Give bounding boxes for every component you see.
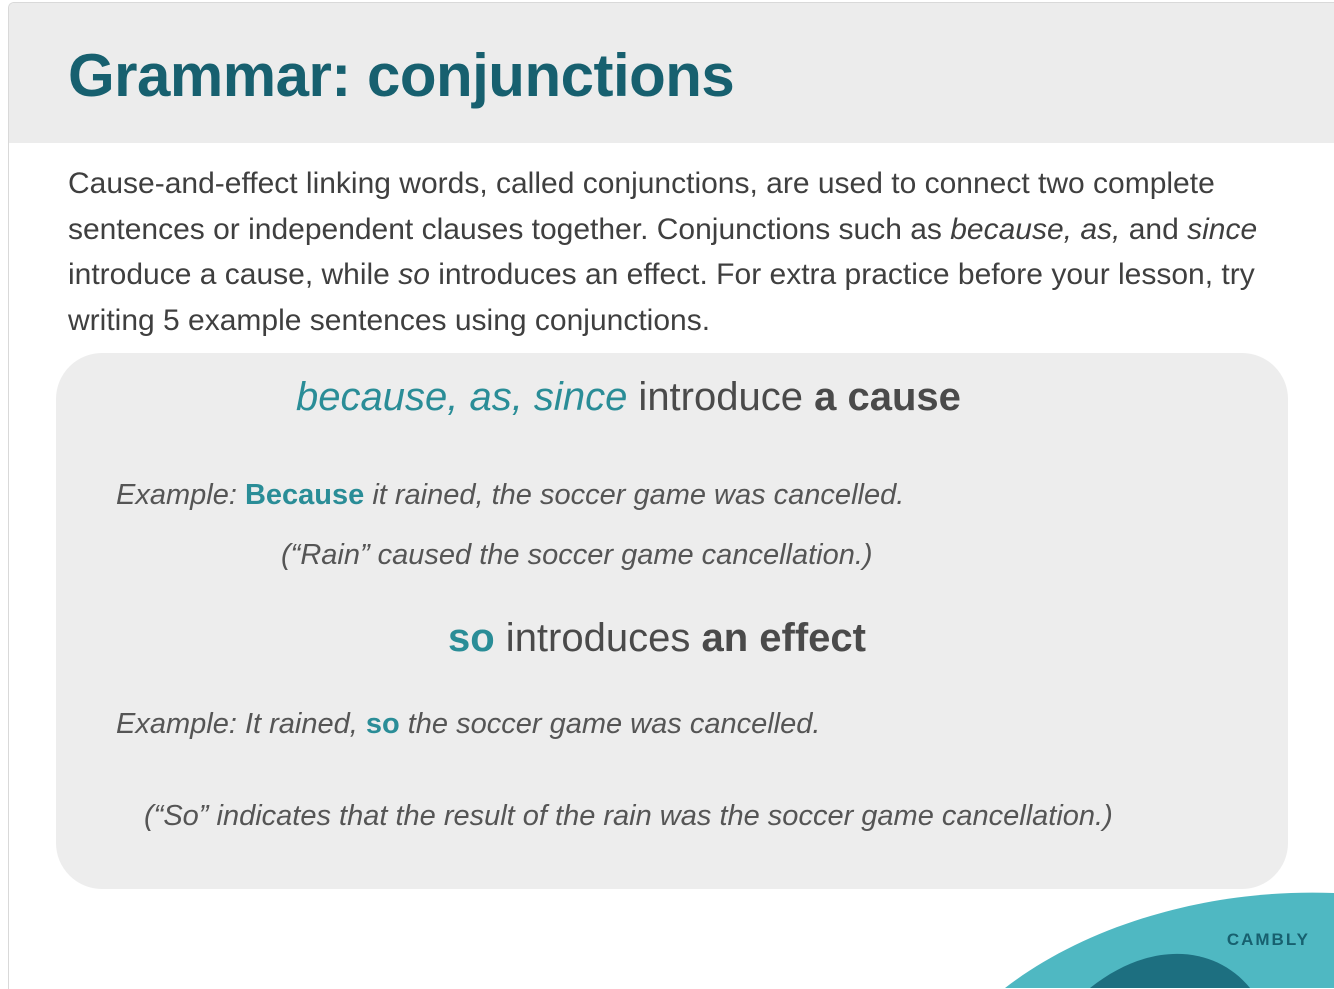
intro-word-so: so [398,258,430,291]
intro-paragraph: Cause-and-effect linking words, called c… [68,161,1298,343]
wave-light-shape [1005,892,1334,988]
cause-keywords: because, as, since [296,375,628,419]
cause-note: (“Rain” caused the soccer game cancellat… [281,539,873,571]
cause-heading: because, as, since introduce a cause [296,375,961,420]
cambly-logo: CAMBLY [1226,930,1310,949]
effect-example: Example: It rained, so the soccer game w… [116,708,820,741]
slide: Grammar: conjunctions Cause-and-effect l… [8,2,1334,989]
example1-keyword: Because [244,479,365,511]
header-band: Grammar: conjunctions [9,3,1334,143]
intro-text-3: introduce a cause, while [68,258,399,291]
intro-word-because-as: because, as, [950,212,1121,246]
intro-text-1: Cause-and-effect linking words, called c… [68,167,1215,246]
example2-rest: the soccer game was cancelled. [399,708,821,740]
cause-heading-middle: introduce [627,375,815,419]
effect-heading: so introduces an effect [448,616,866,661]
example1-prefix: Example: [116,479,245,511]
wave-dark-shape [1090,953,1250,988]
effect-heading-middle: introduces [494,616,702,660]
examples-box: because, as, since introduce a cause Exa… [56,353,1288,889]
effect-keyword: so [448,616,495,660]
example1-rest: it rained, the soccer game was cancelled… [364,479,905,511]
intro-text-4: introduces an effect. For extra practice… [68,258,1255,337]
cause-example: Example: Because it rained, the soccer g… [116,479,904,512]
intro-text-2: and [1120,212,1188,246]
effect-note: (“So” indicates that the result of the r… [144,800,1113,832]
effect-heading-emphasis: an effect [701,616,866,660]
intro-word-since: since [1187,212,1258,246]
cause-heading-emphasis: a cause [814,375,961,419]
page-title: Grammar: conjunctions [68,42,735,109]
example2-prefix: Example: It rained, [116,708,366,740]
example2-keyword: so [365,708,400,740]
